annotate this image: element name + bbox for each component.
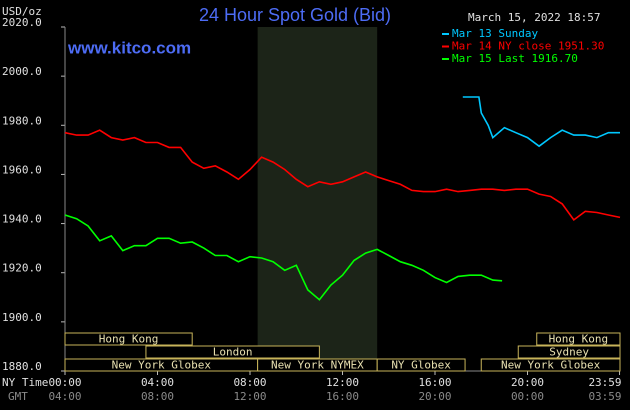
- site-label: www.kitco.com: [67, 38, 191, 57]
- y-tick-label: 2020.0: [2, 16, 42, 29]
- session-label: Hong Kong: [99, 333, 159, 346]
- y-tick-label: 1940.0: [2, 213, 42, 226]
- session-label: New York Globex: [112, 359, 212, 372]
- x-tick-label: 16:00: [418, 376, 451, 389]
- session-label: Sydney: [549, 346, 589, 359]
- x2-tick-label: 12:00: [233, 390, 266, 403]
- session-label: Hong Kong: [549, 333, 609, 346]
- y-tick-label: 1960.0: [2, 163, 42, 176]
- x2-tick-label: 03:59: [588, 390, 621, 403]
- session-box: [517, 345, 621, 359]
- session-box: [376, 358, 466, 372]
- x-tick-label: 08:00: [233, 376, 266, 389]
- session-label: NY Globex: [391, 359, 451, 372]
- session-box: [536, 332, 621, 346]
- session-label: London: [213, 346, 253, 359]
- x2-tick-label: 04:00: [48, 390, 81, 403]
- timestamp: March 15, 2022 18:57: [468, 11, 600, 24]
- x2-axis-label: GMT: [8, 390, 28, 403]
- x-tick-label: 04:00: [141, 376, 174, 389]
- y-tick-label: 1900.0: [2, 311, 42, 324]
- legend-label: Mar 15 Last 1916.70: [452, 52, 578, 65]
- x2-tick-label: 20:00: [418, 390, 451, 403]
- session-box: [145, 345, 320, 359]
- y-axis-label: USD/oz: [2, 5, 42, 18]
- x-tick-label: 23:59: [588, 376, 621, 389]
- x2-tick-label: 00:00: [511, 390, 544, 403]
- series-line: [462, 96, 620, 148]
- chart-title: 24 Hour Spot Gold (Bid): [199, 5, 391, 25]
- highlight-band: [257, 27, 378, 371]
- session-box: [64, 332, 193, 346]
- series-line: [64, 129, 621, 222]
- x-tick-label: 20:00: [511, 376, 544, 389]
- series-line: [64, 214, 503, 301]
- legend-label: Mar 13 Sunday: [452, 27, 538, 40]
- x-tick-label: 00:00: [48, 376, 81, 389]
- x-tick-label: 12:00: [326, 376, 359, 389]
- y-tick-label: 2000.0: [2, 65, 42, 78]
- session-label: New York Globex: [501, 359, 601, 372]
- y-tick-label: 1980.0: [2, 114, 42, 127]
- x2-tick-label: 08:00: [141, 390, 174, 403]
- legend-label: Mar 14 NY close 1951.30: [452, 40, 604, 53]
- x-axis-label: NY Time: [2, 376, 48, 389]
- session-box: [480, 358, 621, 372]
- y-tick-label: 1920.0: [2, 262, 42, 275]
- session-label: New York NYMEX: [271, 359, 364, 372]
- x2-tick-label: 16:00: [326, 390, 359, 403]
- y-tick-label: 1880.0: [2, 360, 42, 373]
